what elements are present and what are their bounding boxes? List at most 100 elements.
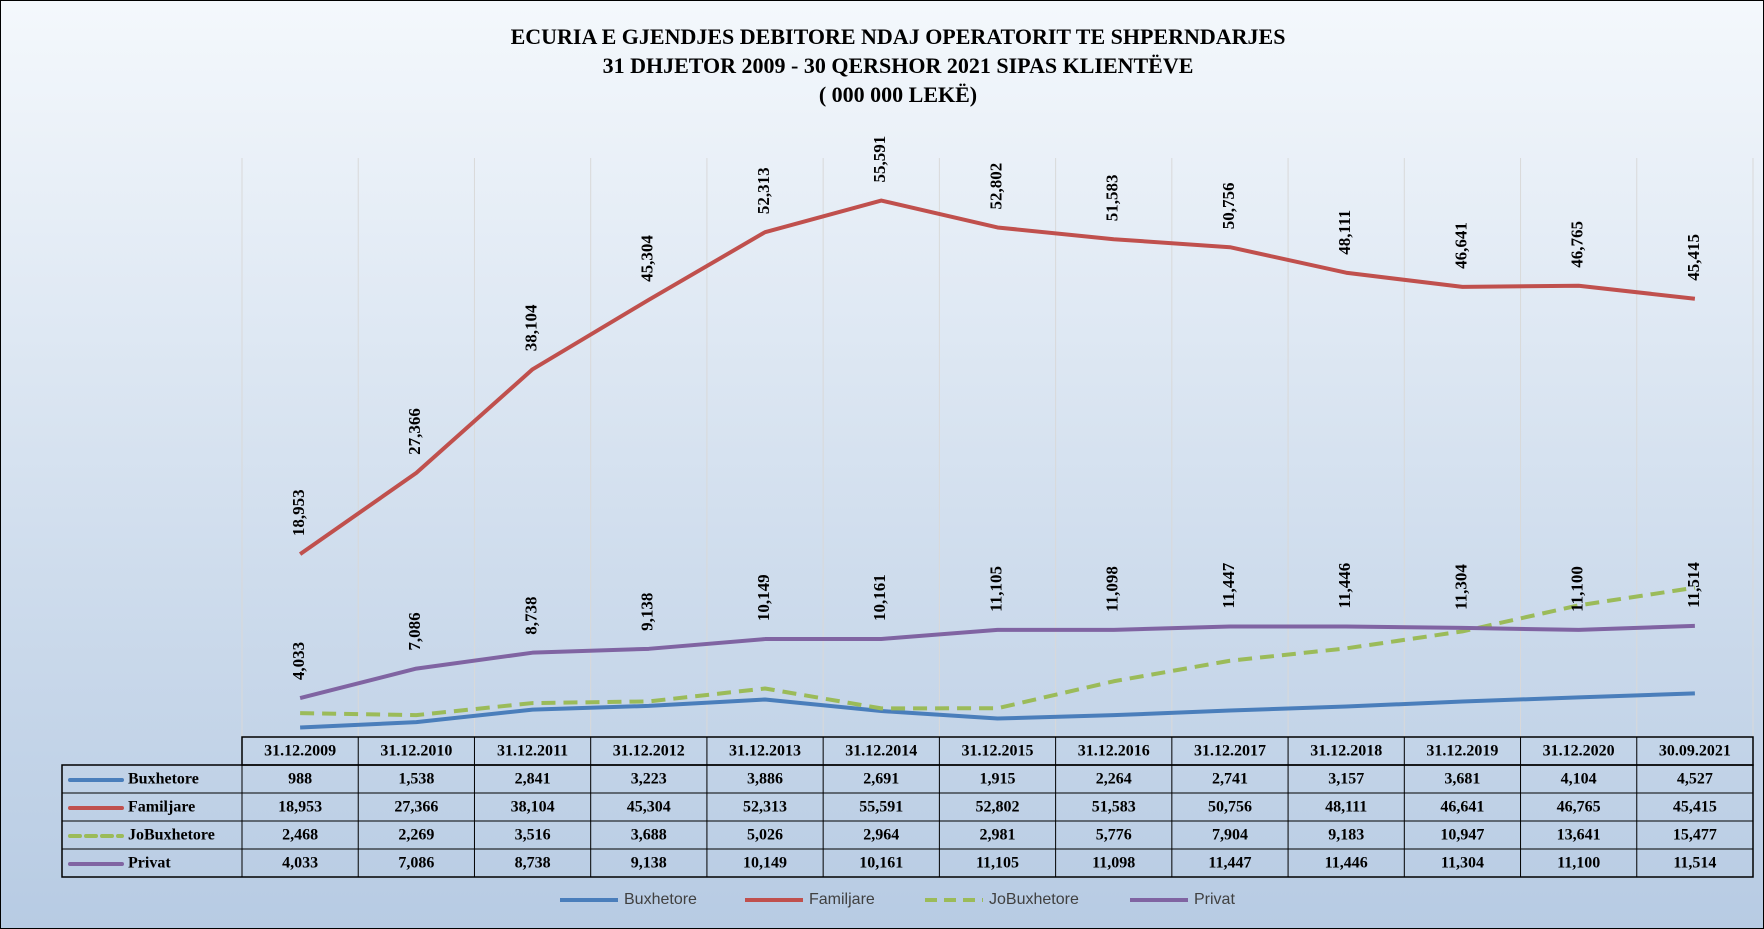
table-cell: 51,583: [1092, 799, 1136, 816]
table-cell: 10,161: [859, 855, 903, 872]
table-cell: 5,776: [1096, 827, 1132, 844]
data-label: 52,313: [754, 167, 773, 214]
data-label: 50,756: [1219, 182, 1238, 229]
x-tick-label: 31.12.2011: [497, 743, 568, 760]
series-label: JoBuxhetore: [128, 827, 215, 844]
data-label: 55,591: [870, 136, 889, 183]
data-label: 46,765: [1568, 221, 1587, 268]
series-line: [299, 623, 1695, 701]
table-cell: 4,527: [1677, 771, 1713, 788]
table-cell: 46,641: [1440, 799, 1484, 816]
series-line: [298, 198, 1696, 556]
data-label: 10,161: [870, 574, 889, 621]
table-cell: 3,223: [631, 771, 667, 788]
table-cell: 11,304: [1441, 855, 1484, 872]
table-cell: 2,264: [1096, 771, 1132, 788]
data-label: 11,447: [1219, 562, 1238, 608]
series-line: [300, 691, 1695, 730]
series-line: [300, 585, 1696, 718]
table-cell: 48,111: [1325, 799, 1367, 816]
data-label: 27,366: [405, 408, 424, 455]
table-cell: 38,104: [511, 799, 555, 816]
table-cell: 7,904: [1212, 827, 1248, 844]
table-cell: 45,304: [627, 799, 671, 816]
table-cell: 9,138: [631, 855, 667, 872]
table-cell: 5,026: [747, 827, 783, 844]
table-cell: 10,947: [1440, 827, 1484, 844]
chart-title: ECURIA E GJENDJES DEBITORE NDAJ OPERATOR…: [511, 24, 1286, 49]
legend-label: Buxhetore: [624, 891, 697, 908]
data-label: 9,138: [638, 593, 657, 631]
table-cell: 45,415: [1673, 799, 1717, 816]
table-cell: 1,915: [980, 771, 1016, 788]
data-label: 11,304: [1451, 564, 1470, 610]
data-label: 8,738: [521, 596, 540, 634]
data-label: 11,100: [1568, 566, 1587, 612]
data-label: 45,415: [1684, 234, 1703, 281]
legend-label: Familjare: [809, 891, 875, 908]
data-label: 7,086: [405, 612, 424, 650]
table-cell: 11,100: [1557, 855, 1600, 872]
data-label: 46,641: [1451, 222, 1470, 269]
x-tick-label: 30.09.2021: [1659, 743, 1731, 760]
table-cell: 8,738: [515, 855, 551, 872]
table-cell: 1,538: [398, 771, 434, 788]
x-tick-label: 31.12.2010: [380, 743, 452, 760]
table-cell: 7,086: [398, 855, 434, 872]
x-tick-label: 31.12.2017: [1194, 743, 1266, 760]
table-cell: 2,269: [398, 827, 434, 844]
table-cell: 46,765: [1557, 799, 1601, 816]
data-label: 52,802: [986, 163, 1005, 210]
x-tick-label: 31.12.2018: [1310, 743, 1382, 760]
table-cell: 13,641: [1557, 827, 1601, 844]
x-tick-label: 31.12.2014: [845, 743, 917, 760]
table-cell: 15,477: [1673, 827, 1717, 844]
table-cell: 3,681: [1444, 771, 1480, 788]
data-label: 11,105: [986, 566, 1005, 612]
table-cell: 10,149: [743, 855, 787, 872]
table-cell: 2,981: [980, 827, 1016, 844]
table-cell: 11,447: [1208, 855, 1251, 872]
data-label: 10,149: [754, 574, 773, 621]
table-cell: 18,953: [278, 799, 322, 816]
table-cell: 3,886: [747, 771, 783, 788]
x-tick-label: 31.12.2015: [962, 743, 1034, 760]
table-cell: 2,741: [1212, 771, 1248, 788]
data-label: 51,583: [1103, 174, 1122, 221]
table-cell: 52,313: [743, 799, 787, 816]
table-cell: 52,802: [976, 799, 1020, 816]
table-cell: 4,104: [1561, 771, 1597, 788]
data-label: 48,111: [1335, 210, 1354, 255]
x-tick-label: 31.12.2013: [729, 743, 801, 760]
x-tick-label: 31.12.2020: [1543, 743, 1615, 760]
chart-title: ( 000 000 LEKË): [819, 82, 977, 107]
table-cell: 2,691: [863, 771, 899, 788]
x-tick-label: 31.12.2009: [264, 743, 336, 760]
table-cell: 3,516: [515, 827, 551, 844]
legend-label: JoBuxhetore: [989, 891, 1079, 908]
table-cell: 3,688: [631, 827, 667, 844]
x-tick-label: 31.12.2019: [1426, 743, 1498, 760]
table-cell: 988: [288, 771, 312, 788]
table-cell: 11,098: [1092, 855, 1135, 872]
data-label: 38,104: [521, 304, 540, 351]
x-tick-label: 31.12.2016: [1078, 743, 1150, 760]
series-label: Buxhetore: [128, 771, 199, 788]
data-label: 18,953: [289, 489, 308, 536]
series-label: Familjare: [128, 799, 195, 816]
table-cell: 3,157: [1328, 771, 1364, 788]
table-cell: 2,964: [863, 827, 899, 844]
table-cell: 50,756: [1208, 799, 1252, 816]
table-cell: 11,446: [1325, 855, 1368, 872]
table-cell: 4,033: [282, 855, 318, 872]
table-cell: 11,514: [1673, 855, 1716, 872]
table-cell: 55,591: [859, 799, 903, 816]
legend-label: Privat: [1194, 891, 1235, 908]
data-label: 11,514: [1684, 562, 1703, 608]
table-cell: 2,468: [282, 827, 318, 844]
data-label: 4,033: [289, 642, 308, 680]
table-cell: 27,366: [394, 799, 438, 816]
data-label: 45,304: [638, 235, 657, 282]
table-cell: 9,183: [1328, 827, 1364, 844]
